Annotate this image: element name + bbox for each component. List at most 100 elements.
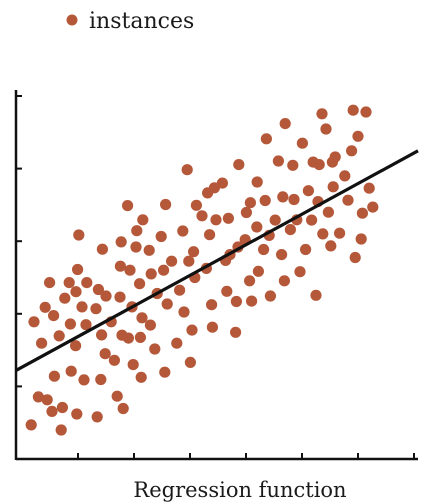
data-point [240, 206, 252, 219]
data-point [183, 255, 195, 267]
data-point [313, 159, 325, 171]
data-point [28, 316, 40, 328]
data-point [134, 278, 146, 290]
data-point [59, 292, 71, 304]
data-point [161, 298, 173, 310]
data-point [90, 303, 102, 315]
data-point [230, 326, 242, 338]
data-point [346, 145, 358, 157]
data-point [342, 194, 354, 206]
data-point [114, 291, 126, 303]
data-point [36, 337, 48, 349]
data-point [259, 194, 271, 207]
data-point [181, 164, 193, 176]
data-point [96, 329, 108, 341]
data-point [310, 289, 322, 301]
data-point [233, 159, 245, 171]
data-point [144, 319, 156, 331]
data-point [117, 402, 129, 415]
data-point [95, 373, 107, 386]
data-point [135, 371, 147, 383]
data-point [356, 207, 368, 219]
data-point [320, 123, 332, 135]
data-point [186, 324, 198, 336]
data-point [39, 301, 51, 313]
data-point [70, 286, 82, 298]
regression-line [15, 149, 419, 372]
data-point [100, 290, 112, 302]
data-point [64, 318, 76, 330]
data-point [149, 343, 161, 355]
legend-marker [66, 14, 78, 26]
data-point [122, 200, 134, 212]
data-point [145, 268, 157, 280]
data-point [92, 283, 104, 296]
data-point [272, 155, 284, 167]
data-point [363, 182, 375, 194]
data-point [222, 212, 234, 224]
data-point [177, 225, 189, 237]
data-point [91, 411, 103, 423]
data-point [48, 370, 61, 382]
data-point [196, 210, 208, 222]
data-point [178, 306, 190, 318]
data-point [230, 295, 242, 308]
data-point [136, 312, 148, 324]
data-point [44, 277, 56, 289]
data-point [210, 214, 222, 226]
data-point [108, 354, 120, 366]
data-point [327, 181, 339, 193]
data-point [278, 275, 290, 287]
data-point [76, 301, 88, 313]
data-point [221, 285, 233, 297]
data-point [65, 365, 77, 377]
data-point [70, 340, 82, 352]
data-point [73, 229, 85, 241]
data-point [339, 170, 351, 182]
data-points [25, 104, 379, 436]
data-point [252, 265, 264, 277]
data-point [41, 394, 53, 406]
data-point [306, 214, 318, 226]
data-point [347, 104, 359, 116]
axes [14, 90, 418, 461]
data-point [300, 243, 312, 256]
data-point [216, 177, 228, 189]
data-point [53, 330, 65, 342]
data-point [96, 243, 108, 255]
legend: instances [66, 9, 194, 34]
data-point [115, 236, 127, 248]
data-point [55, 424, 67, 436]
data-point [316, 108, 328, 120]
data-point [188, 246, 200, 258]
data-point [302, 185, 314, 197]
data-point [184, 356, 196, 368]
data-point [160, 198, 172, 211]
data-point [48, 310, 60, 322]
data-point [277, 191, 289, 203]
data-point [246, 295, 258, 307]
data-point [288, 193, 300, 206]
data-point [251, 176, 263, 188]
data-point [287, 159, 299, 171]
data-point [276, 249, 288, 261]
data-point [159, 366, 171, 378]
data-point [296, 137, 308, 149]
data-point [114, 260, 126, 272]
data-point [174, 284, 186, 296]
data-point [143, 244, 155, 256]
data-point [131, 225, 143, 237]
data-point [78, 374, 90, 386]
data-point [81, 277, 93, 289]
data-point [80, 319, 92, 331]
data-point [124, 264, 136, 276]
data-point [258, 243, 270, 256]
data-point [137, 214, 149, 226]
data-point [171, 337, 183, 349]
data-point [166, 255, 178, 267]
data-point [260, 133, 272, 145]
data-point [325, 240, 337, 252]
data-point [56, 401, 68, 414]
data-point [317, 228, 329, 240]
